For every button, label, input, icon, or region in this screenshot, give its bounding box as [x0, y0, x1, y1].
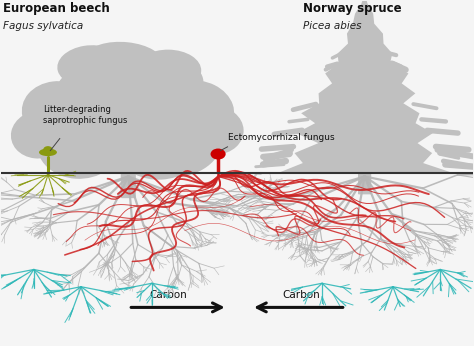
Text: Litter-degrading
saprotrophic fungus: Litter-degrading saprotrophic fungus — [43, 105, 128, 125]
Ellipse shape — [61, 73, 203, 169]
Text: Carbon: Carbon — [282, 290, 319, 300]
Ellipse shape — [135, 49, 201, 91]
Text: Norway spruce: Norway spruce — [303, 2, 402, 16]
Ellipse shape — [57, 45, 123, 87]
Text: Ectomycorrhizal fungus: Ectomycorrhizal fungus — [228, 133, 334, 142]
Ellipse shape — [187, 106, 244, 155]
Text: Fagus sylvatica: Fagus sylvatica — [3, 21, 83, 31]
Ellipse shape — [68, 118, 153, 173]
Ellipse shape — [109, 54, 203, 109]
Text: European beech: European beech — [3, 2, 110, 16]
Ellipse shape — [37, 110, 122, 179]
Ellipse shape — [22, 81, 98, 143]
Text: Carbon: Carbon — [150, 290, 187, 300]
Ellipse shape — [39, 148, 57, 156]
Ellipse shape — [87, 42, 162, 77]
Ellipse shape — [158, 80, 234, 142]
Circle shape — [210, 148, 226, 160]
Ellipse shape — [56, 61, 160, 123]
FancyBboxPatch shape — [358, 171, 371, 194]
Ellipse shape — [121, 131, 197, 180]
Ellipse shape — [128, 102, 223, 177]
Ellipse shape — [11, 110, 68, 158]
Polygon shape — [278, 0, 453, 173]
Text: Picea abies: Picea abies — [303, 21, 362, 31]
FancyBboxPatch shape — [121, 171, 136, 198]
Circle shape — [43, 146, 53, 153]
